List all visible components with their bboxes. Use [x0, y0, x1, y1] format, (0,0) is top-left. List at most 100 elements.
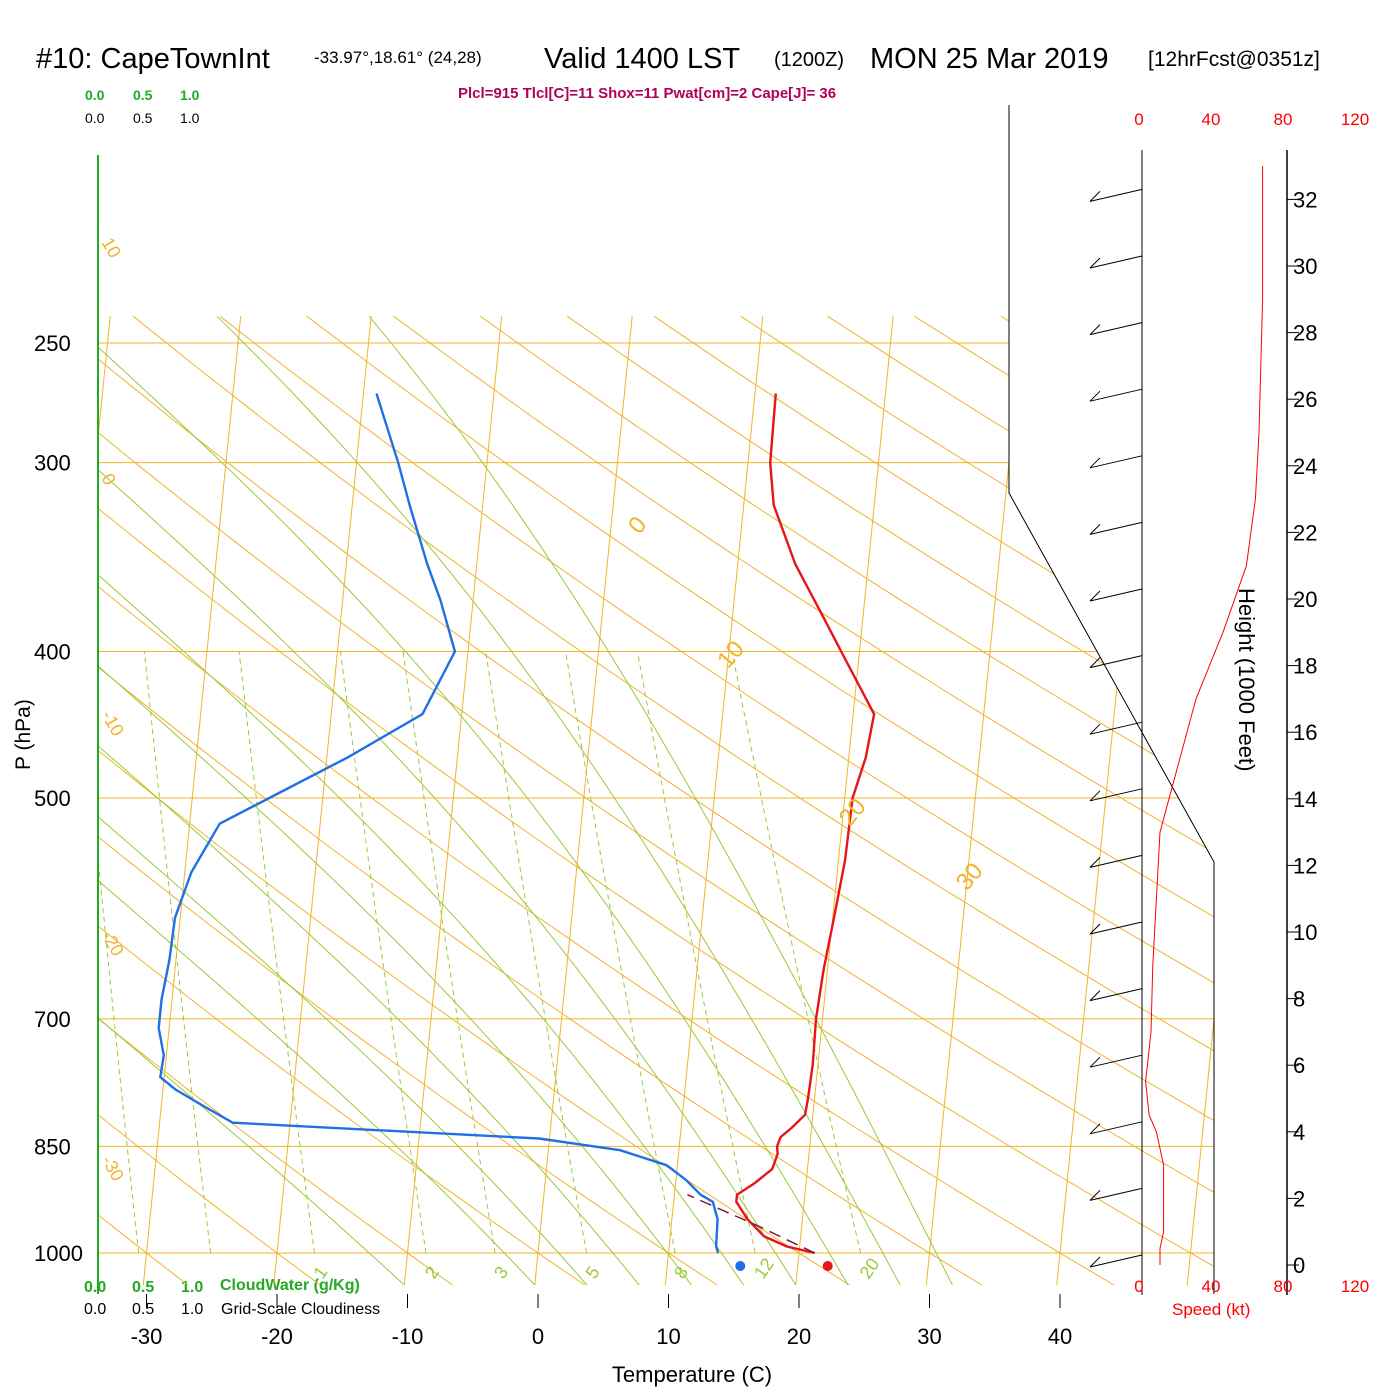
wind-barb: [1089, 188, 1143, 202]
isotherm-line: [1056, 316, 1155, 1286]
cloudiness-label: Grid-Scale Cloudiness: [221, 1301, 380, 1318]
height-tick-label: 16: [1293, 720, 1317, 745]
wind-barb-flag: [1089, 723, 1101, 735]
wind-barb-flag: [1089, 457, 1101, 469]
wind-barb-flag: [1089, 524, 1101, 535]
wind-barb-flag: [1089, 1190, 1101, 1201]
mixing-ratio-line: [402, 651, 496, 1254]
cloudiness-tick: 0.5: [133, 110, 153, 126]
mixing-ratio-line: [238, 651, 315, 1254]
dry-adiabat-label: -30: [98, 1152, 128, 1185]
speed-axis-label: Speed (kt): [1172, 1300, 1250, 1319]
station-title: #10: CapeTownInt: [36, 43, 270, 75]
isotherm-line: [1318, 316, 1400, 1285]
dry-adiabat-label: -20: [98, 927, 128, 960]
isotherm-label: 20: [834, 793, 872, 831]
height-tick-label: 30: [1293, 254, 1317, 279]
surface-dewpoint-marker: [735, 1261, 746, 1271]
mixing-ratio-line: [98, 651, 140, 1254]
mixing-ratio-line: [637, 651, 756, 1254]
wind-barb: [1089, 255, 1143, 269]
height-tick-label: 2: [1293, 1186, 1305, 1211]
mixing-ratio-label: 5: [581, 1263, 603, 1283]
temperature-tick-label: -30: [131, 1324, 163, 1349]
moist-adiabat-line: [98, 315, 692, 1286]
wind-barb: [1089, 655, 1143, 669]
speed-tick-label-top: 0: [1134, 110, 1143, 129]
valid-date: MON 25 Mar 2019: [870, 43, 1109, 75]
wind-barb-flag: [1089, 390, 1101, 402]
moist-adiabat-line: [98, 315, 640, 1286]
temperature-tick-label: 40: [1048, 1324, 1072, 1349]
y-axis-label: P (hPa): [12, 699, 35, 770]
wind-barb: [1089, 1054, 1143, 1068]
temperature-tick-label: 0: [532, 1324, 544, 1349]
speed-tick-label-top: 80: [1274, 110, 1293, 129]
moist-adiabat-line: [98, 315, 849, 1286]
speed-tick-label-bottom: 40: [1202, 1277, 1221, 1296]
cloudwater-tick: 0.5: [133, 87, 153, 103]
cloudiness-scale-bottom: 0.0 0.5 1.0 Grid-Scale Cloudiness: [84, 1301, 380, 1318]
height-tick-label: 32: [1293, 187, 1317, 212]
temperature-tick-label: 20: [787, 1324, 811, 1349]
moist-adiabat-line: [98, 315, 745, 1286]
pressure-tick-label: 1000: [34, 1241, 83, 1266]
height-tick-label: 20: [1293, 587, 1317, 612]
isotherm-line: [273, 316, 372, 1286]
dry-adiabat-line: [98, 315, 586, 1286]
moist-adiabat-line: [98, 315, 536, 1286]
dry-adiabat-line: [1000, 315, 1214, 1286]
cloudwater-scale-bottom: 0.0 0.5 1.0 CloudWater (g/Kg): [84, 1277, 360, 1296]
height-tick-label: 22: [1293, 520, 1317, 545]
dry-adiabat-line: [98, 315, 983, 1286]
chart-labels: -30 -20 -10 0 10 20 30 402503004005007008501000…: [34, 234, 1072, 1349]
dry-adiabat-line: [566, 315, 1214, 1286]
mixing-ratio-label: 8: [670, 1263, 692, 1283]
mixing-ratio-label: 2: [421, 1263, 443, 1283]
moist-adiabat-line: [98, 315, 405, 1286]
wind-barb-flag: [1089, 257, 1101, 269]
dry-adiabat-line: [98, 315, 321, 1286]
speed-tick-label-top: 40: [1202, 110, 1221, 129]
plot-right-border: [1008, 105, 1215, 1294]
pressure-tick-label: 250: [34, 331, 71, 356]
pressure-tick-label: 500: [34, 786, 71, 811]
forecast-label: [12hrFcst@0351z]: [1148, 48, 1320, 71]
temperature-tick-label: -20: [261, 1324, 293, 1349]
isotherm-line: [1186, 316, 1214, 1286]
speed-tick-label-top: 120: [1341, 110, 1369, 129]
isotherm-line: [534, 316, 633, 1286]
moist-adiabat-line: [216, 315, 901, 1286]
wind-speed-line: [1145, 166, 1264, 1265]
isotherm-line: [795, 316, 894, 1286]
speed-tick-label-bottom: 0: [1134, 1277, 1143, 1296]
wind-barb: [1089, 588, 1143, 602]
mixing-ratio-line: [485, 651, 588, 1254]
wind-barb: [1089, 1121, 1143, 1135]
cloudwater-tick: 1.0: [181, 1279, 203, 1296]
wind-barb: [1089, 455, 1143, 469]
wind-barb: [1089, 1254, 1143, 1268]
wind-barb-flag: [1089, 1123, 1101, 1135]
station-coords: -33.97°,18.61° (24,28): [314, 48, 482, 67]
dry-adiabat-line: [98, 315, 1214, 1286]
dry-adiabat-line: [98, 315, 1115, 1286]
wind-panel: 0246810121416182022242628303200404080801…: [1089, 110, 1369, 1296]
dry-adiabat-line: [98, 315, 1214, 1286]
wind-barb-flag: [1089, 923, 1101, 935]
cloudwater-tick: 0.0: [84, 1279, 106, 1296]
surface-temperature-marker: [822, 1261, 833, 1271]
height-tick-label: 6: [1293, 1053, 1305, 1078]
height-tick-label: 28: [1293, 321, 1317, 346]
dry-adiabat-line: [393, 315, 1214, 1286]
dry-adiabat-label: -10: [98, 707, 128, 740]
wind-barb: [1089, 721, 1143, 735]
dry-adiabat-line: [98, 315, 1214, 1286]
dry-adiabat-label: 10: [98, 234, 125, 261]
wind-barb-flag: [1089, 857, 1101, 868]
wind-barb-flag: [1089, 657, 1101, 668]
dry-adiabat-line: [914, 315, 1214, 1286]
pressure-tick-label: 850: [34, 1134, 71, 1159]
wind-barb: [1089, 322, 1143, 336]
